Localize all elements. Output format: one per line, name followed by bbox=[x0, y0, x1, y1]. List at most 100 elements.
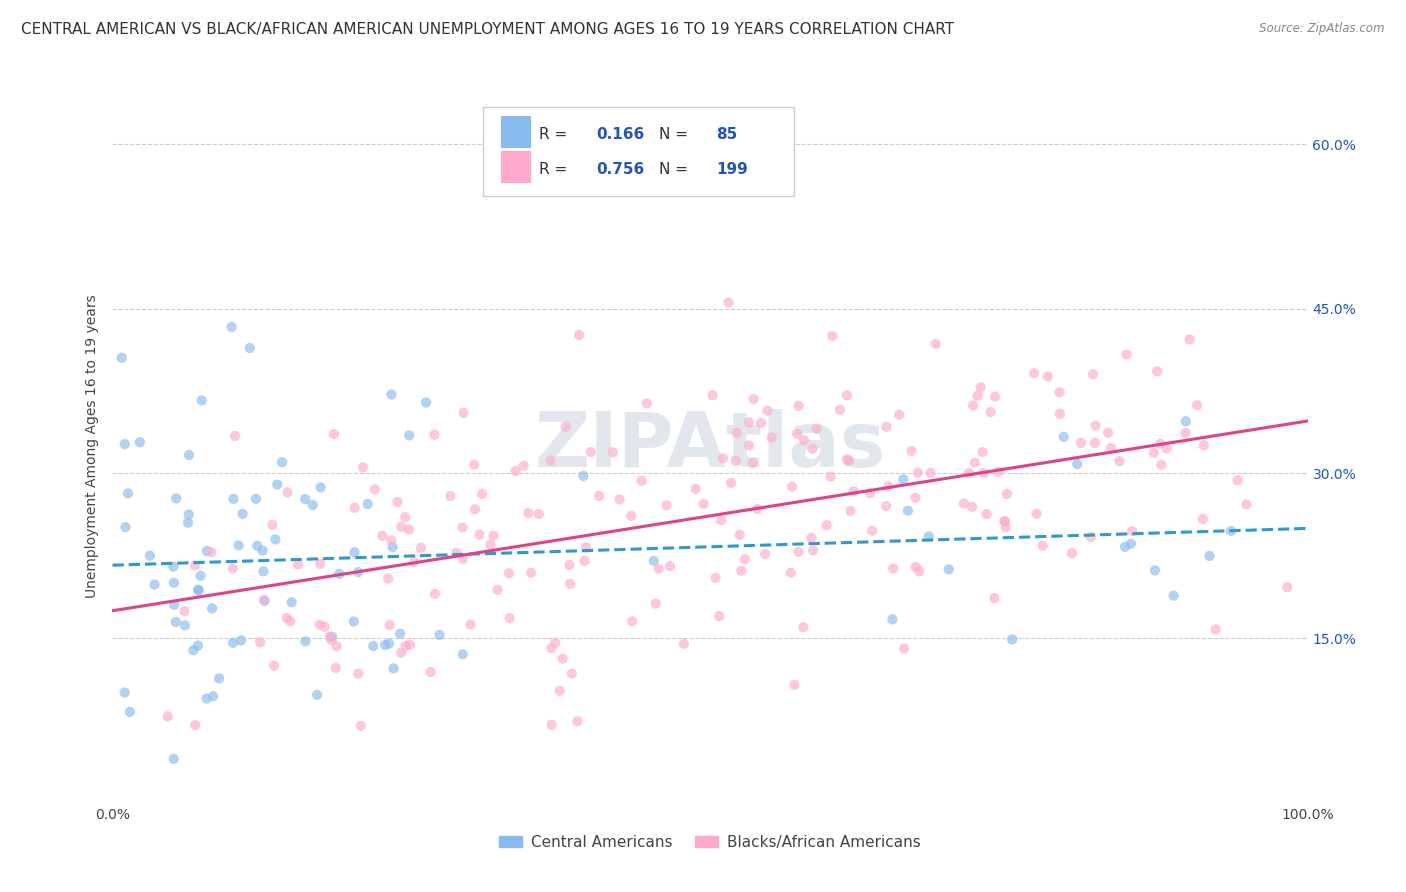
Point bbox=[970, 380, 993, 394]
Point bbox=[364, 483, 387, 497]
Point bbox=[464, 502, 486, 516]
Point bbox=[308, 617, 330, 632]
Point bbox=[966, 389, 988, 403]
Point bbox=[995, 487, 1018, 501]
Point bbox=[568, 328, 591, 343]
Point bbox=[498, 566, 520, 581]
Point bbox=[264, 533, 287, 547]
Point bbox=[228, 538, 250, 552]
Point bbox=[962, 398, 984, 412]
Point bbox=[1052, 430, 1074, 444]
Y-axis label: Unemployment Among Ages 16 to 19 years: Unemployment Among Ages 16 to 19 years bbox=[84, 294, 98, 598]
Point bbox=[953, 496, 976, 510]
Point bbox=[588, 489, 610, 503]
Legend: Central Americans, Blacks/African Americans: Central Americans, Blacks/African Americ… bbox=[492, 829, 928, 855]
Point bbox=[783, 678, 806, 692]
Point bbox=[232, 507, 254, 521]
Point bbox=[742, 392, 765, 406]
Point bbox=[544, 636, 567, 650]
Point bbox=[195, 691, 218, 706]
Point bbox=[419, 665, 441, 679]
Point bbox=[558, 576, 581, 591]
Point bbox=[1049, 385, 1071, 400]
Point bbox=[380, 533, 402, 548]
Point bbox=[983, 591, 1005, 606]
Point bbox=[463, 458, 485, 472]
Point bbox=[1219, 524, 1241, 538]
Point bbox=[672, 637, 695, 651]
Point bbox=[174, 618, 197, 632]
Point bbox=[1025, 507, 1047, 521]
Point bbox=[540, 453, 562, 467]
Point bbox=[253, 594, 276, 608]
Point bbox=[908, 565, 931, 579]
Point bbox=[1099, 441, 1122, 455]
Text: 85: 85 bbox=[716, 127, 737, 142]
Point bbox=[394, 510, 416, 524]
Point bbox=[741, 456, 763, 470]
Point bbox=[163, 752, 186, 766]
Point bbox=[118, 705, 141, 719]
Point bbox=[897, 504, 920, 518]
Point bbox=[187, 583, 209, 598]
Point bbox=[1001, 632, 1024, 647]
Point bbox=[1081, 368, 1104, 382]
Point bbox=[208, 672, 231, 686]
Point bbox=[1121, 524, 1143, 538]
Point bbox=[187, 582, 209, 597]
Point bbox=[266, 477, 288, 491]
Point bbox=[1097, 425, 1119, 440]
Point bbox=[720, 475, 742, 490]
Point bbox=[1191, 512, 1213, 526]
Point bbox=[574, 554, 596, 568]
Point bbox=[177, 508, 200, 522]
Point bbox=[704, 571, 727, 585]
Point bbox=[200, 545, 222, 559]
Point bbox=[114, 685, 136, 699]
Point bbox=[222, 636, 245, 650]
Point bbox=[294, 491, 316, 506]
Point bbox=[734, 552, 756, 566]
Point bbox=[659, 559, 682, 574]
Point bbox=[128, 435, 150, 450]
Point bbox=[994, 515, 1017, 529]
Point bbox=[738, 415, 761, 429]
Point bbox=[394, 639, 416, 653]
Point bbox=[398, 523, 420, 537]
Point bbox=[252, 543, 274, 558]
Point bbox=[994, 520, 1017, 534]
Point bbox=[561, 666, 583, 681]
Point bbox=[409, 541, 432, 555]
Point bbox=[655, 498, 678, 512]
Point bbox=[877, 479, 900, 493]
Point bbox=[387, 495, 409, 509]
Point bbox=[378, 636, 401, 650]
Point bbox=[325, 639, 347, 653]
Point bbox=[1070, 436, 1092, 450]
Point bbox=[190, 393, 212, 408]
Point bbox=[156, 709, 179, 723]
Point bbox=[439, 489, 461, 503]
Point bbox=[183, 643, 205, 657]
Point bbox=[347, 666, 370, 681]
Point bbox=[711, 451, 734, 466]
Point bbox=[117, 486, 139, 500]
Point bbox=[957, 466, 980, 480]
Point bbox=[222, 561, 245, 575]
Point bbox=[460, 617, 482, 632]
Text: R =: R = bbox=[538, 127, 572, 142]
Point bbox=[163, 598, 186, 612]
Point bbox=[1192, 438, 1215, 452]
Point bbox=[1115, 347, 1137, 361]
Point bbox=[1119, 537, 1142, 551]
Point bbox=[389, 646, 412, 660]
Point bbox=[839, 504, 862, 518]
Point bbox=[972, 445, 994, 459]
Point bbox=[184, 718, 207, 732]
Point bbox=[343, 545, 366, 559]
Point bbox=[761, 430, 783, 444]
Point bbox=[239, 341, 262, 355]
Text: N =: N = bbox=[658, 161, 693, 177]
FancyBboxPatch shape bbox=[484, 107, 794, 196]
Point bbox=[800, 531, 823, 545]
